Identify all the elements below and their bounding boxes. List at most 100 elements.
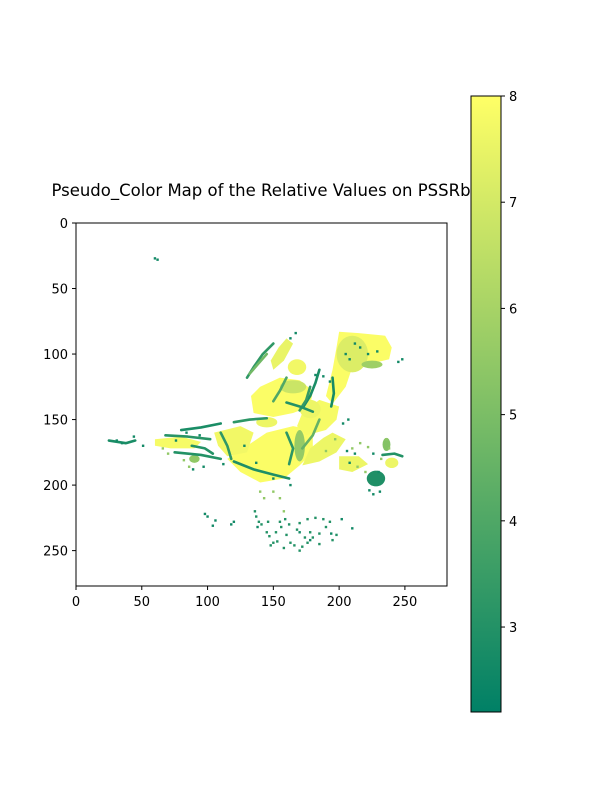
heatmap-pixel	[324, 525, 328, 529]
colorbar-tick-label: 6	[509, 302, 517, 317]
heatmap-streak	[219, 431, 233, 461]
heatmap-pixel	[260, 523, 263, 526]
heatmap-pixel	[174, 439, 178, 442]
heatmap-pixel	[276, 540, 279, 543]
heatmap-pixel	[328, 380, 332, 383]
heatmap-pixel	[272, 490, 275, 493]
heatmap-pixel	[280, 525, 283, 529]
heatmap-streak	[300, 418, 321, 450]
heatmap-streak	[248, 352, 269, 376]
heatmap-pixel	[308, 531, 312, 534]
heatmap-pixel	[303, 536, 307, 539]
heatmap-pixel	[166, 452, 170, 455]
heatmap-pixel	[385, 438, 388, 441]
heatmap-streak	[232, 460, 291, 480]
heatmap-pixel	[301, 545, 304, 548]
heatmap-pixel	[348, 358, 351, 361]
heatmap-pixel	[191, 468, 195, 471]
heatmap-pixel	[278, 496, 282, 500]
heatmap-pixel	[206, 515, 209, 518]
heatmap-pixel	[185, 431, 188, 434]
y-tick-label: 50	[51, 283, 68, 298]
x-axis: 0 50 100 150 200 250	[72, 586, 417, 610]
heatmap-streak	[329, 376, 336, 408]
heatmap-pixel	[187, 465, 191, 468]
heatmap-pixel	[356, 465, 359, 468]
x-tick-label: 250	[392, 595, 417, 610]
heatmap-pixel	[120, 441, 124, 445]
heatmap-pixel	[333, 438, 337, 441]
heatmap-pixel	[161, 447, 165, 450]
heatmap-pixel	[331, 538, 334, 542]
heatmap-streak	[232, 416, 269, 424]
heatmap-pixel	[232, 520, 236, 523]
heatmap-pixel	[366, 445, 370, 449]
heatmap-streak	[179, 422, 223, 432]
heatmap-pixel	[294, 331, 297, 335]
heatmap-pixel	[293, 544, 296, 547]
heatmap-pixel	[255, 515, 258, 518]
heatmap-region	[189, 454, 200, 463]
heatmap-pixel	[322, 517, 325, 521]
y-tick-label: 0	[60, 217, 68, 232]
heatmap-pixel	[257, 520, 261, 523]
heatmap-region	[385, 457, 399, 469]
heatmap-pixel	[156, 258, 159, 261]
heatmap-region	[361, 360, 383, 369]
heatmap-pixel	[380, 457, 383, 461]
heatmap-streak	[272, 376, 288, 403]
heatmap-streak	[107, 439, 137, 445]
heatmap-pixel	[347, 418, 350, 421]
heatmap-pixel	[335, 533, 338, 537]
heatmap-pixel	[372, 452, 375, 455]
heatmap-pixel	[211, 524, 215, 527]
heatmap-streak	[190, 444, 215, 455]
colorbar-axis: 3 4 5 6 7 8	[501, 90, 517, 636]
heatmap-pixel	[348, 461, 351, 465]
heatmap-pixel	[289, 541, 292, 544]
y-tick-label: 250	[43, 545, 68, 560]
heatmap-region	[214, 426, 254, 457]
heatmap-pixel	[243, 444, 246, 447]
heatmap-pixel	[298, 521, 301, 525]
heatmap-pixel	[306, 517, 309, 521]
chart-title: Pseudo_Color Map of the Relative Values …	[51, 181, 470, 201]
heatmap-pixel	[308, 538, 312, 542]
x-tick-label: 50	[134, 595, 151, 610]
heatmap-pixel	[401, 358, 404, 361]
heatmap-region	[154, 436, 201, 449]
heatmap-pixel	[358, 346, 362, 349]
heatmap-pixel	[265, 531, 268, 534]
heatmap-pixel	[377, 470, 380, 474]
heatmap-pixel	[268, 535, 271, 538]
heatmap-streak	[164, 433, 212, 441]
colorbar-tick-label: 7	[509, 196, 517, 211]
heatmap-pixel	[198, 434, 201, 437]
heatmap-pixel	[295, 528, 299, 531]
heatmap-region	[302, 432, 346, 466]
heatmap-pixel	[387, 447, 391, 450]
heatmap-pixel	[289, 337, 292, 340]
heatmap-pixel	[330, 532, 333, 535]
heatmap-pixel	[141, 444, 145, 447]
plot-frame	[75, 222, 448, 587]
heatmap-pixel	[255, 461, 258, 465]
colorbar-tick-label: 5	[509, 409, 517, 424]
colorbar-tick-label: 8	[509, 90, 517, 105]
heatmap-pixel	[272, 541, 275, 544]
heatmap-pixel	[351, 447, 354, 450]
heatmap-region	[287, 359, 307, 376]
heatmap-pixel	[358, 441, 362, 445]
heatmap-streak	[381, 452, 404, 458]
y-tick-label: 200	[43, 479, 68, 494]
x-tick-label: 0	[72, 595, 80, 610]
heatmap-pixel	[283, 517, 287, 521]
heatmap-pixel	[353, 342, 357, 345]
heatmap-pixel	[322, 375, 325, 378]
heatmap-pixel	[366, 352, 370, 356]
heatmap-pixel	[253, 510, 257, 513]
heatmap-streak	[173, 451, 223, 461]
heatmap-pixel	[372, 493, 375, 496]
heatmap-pixel	[328, 520, 332, 523]
heatmap-pixel	[274, 531, 278, 534]
